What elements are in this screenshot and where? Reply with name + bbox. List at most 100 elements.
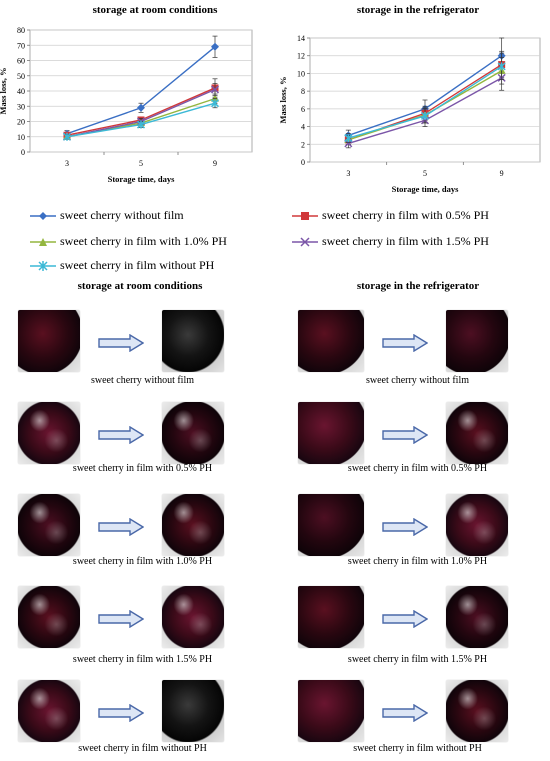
cherry-photo-after bbox=[162, 402, 224, 464]
photo-caption: sweet cherry in film with 1.0% PH bbox=[72, 556, 213, 567]
data-point bbox=[420, 111, 430, 120]
legend-item-ph05: sweet cherry in film with 0.5% PH bbox=[292, 208, 489, 223]
y-tick-label: 0 bbox=[21, 148, 25, 157]
arrow-right-icon bbox=[98, 610, 144, 628]
photo-caption: sweet cherry in film with 1.5% PH bbox=[347, 654, 488, 665]
arrow-right-icon bbox=[98, 334, 144, 352]
series-path bbox=[66, 88, 216, 138]
series-line bbox=[62, 98, 220, 141]
y-tick-label: 0 bbox=[301, 158, 305, 167]
y-tick-label: 20 bbox=[17, 118, 25, 127]
cherry-photo-after bbox=[446, 402, 508, 464]
y-tick-label: 40 bbox=[17, 87, 25, 96]
photo-caption: sweet cherry without film bbox=[365, 375, 470, 386]
legend-label: sweet cherry in film with 1.0% PH bbox=[60, 234, 227, 248]
series-line bbox=[344, 52, 506, 143]
x-tick-label: 9 bbox=[213, 159, 217, 168]
y-tick-label: 2 bbox=[301, 140, 305, 149]
y-tick-label: 30 bbox=[17, 102, 25, 111]
series-line bbox=[344, 50, 506, 145]
arrow-right-icon bbox=[382, 704, 428, 722]
cherry-photo-after bbox=[162, 586, 224, 648]
cherry-photo-before bbox=[298, 680, 364, 742]
legend-label: sweet cherry without film bbox=[60, 208, 184, 222]
arrow-right-icon bbox=[382, 610, 428, 628]
data-point bbox=[62, 132, 72, 141]
x-tick-label: 5 bbox=[423, 169, 427, 178]
y-axis-label: Mass loss, % bbox=[278, 77, 288, 124]
y-tick-label: 6 bbox=[301, 105, 305, 114]
photo-section-title-refrigerator: storage in the refrigerator bbox=[356, 280, 480, 292]
photo-caption: sweet cherry in film without PH bbox=[353, 743, 482, 754]
cherry-photo-after bbox=[446, 586, 508, 648]
arrow-right-icon bbox=[98, 704, 144, 722]
y-tick-label: 60 bbox=[17, 57, 25, 66]
legend-item-without-ph: sweet cherry in film without PH bbox=[30, 258, 214, 273]
y-tick-label: 8 bbox=[301, 87, 305, 96]
cherry-photo-before bbox=[18, 402, 80, 464]
data-point bbox=[210, 85, 220, 94]
y-tick-label: 50 bbox=[17, 72, 25, 81]
legend-label: sweet cherry in film without PH bbox=[60, 258, 215, 272]
y-tick-label: 10 bbox=[17, 133, 25, 142]
legend-item-ph10: sweet cherry in film with 1.0% PH bbox=[30, 234, 227, 249]
y-tick-label: 10 bbox=[297, 69, 305, 78]
data-point bbox=[137, 103, 145, 112]
cherry-photo-after bbox=[162, 494, 224, 556]
chart-refrigerator: 0 2 4 6 8 10 12 14 3 5 9 Storage time, days Mass los… bbox=[278, 34, 541, 194]
chart-title-room: storage at room conditions bbox=[92, 4, 218, 16]
legend-marker-diamond-icon bbox=[30, 211, 56, 220]
cherry-photo-before bbox=[298, 586, 364, 648]
photo-caption: sweet cherry in film with 0.5% PH bbox=[72, 463, 213, 474]
y-tick-label: 14 bbox=[297, 34, 305, 43]
photo-caption: sweet cherry in film with 1.0% PH bbox=[347, 556, 488, 567]
cherry-photo-before bbox=[298, 494, 364, 556]
cherry-photo-before bbox=[298, 310, 364, 372]
photo-caption: sweet cherry in film with 1.5% PH bbox=[72, 654, 213, 665]
x-axis-label: Storage time, days bbox=[392, 184, 460, 194]
arrow-right-icon bbox=[382, 334, 428, 352]
cherry-photo-before bbox=[18, 494, 80, 556]
legend-marker-triangle-icon bbox=[30, 237, 56, 246]
legend-marker-x-icon bbox=[292, 236, 318, 247]
cherry-photo-after bbox=[446, 680, 508, 742]
cherry-photo-before bbox=[298, 402, 364, 464]
x-tick-label: 5 bbox=[139, 159, 143, 168]
x-axis-label: Storage time, days bbox=[108, 174, 176, 184]
y-axis-label: Mass loss, % bbox=[0, 68, 8, 115]
y-tick-label: 4 bbox=[301, 123, 305, 132]
arrow-right-icon bbox=[98, 426, 144, 444]
cherry-photo-after bbox=[162, 310, 224, 372]
cherry-photo-after bbox=[162, 680, 224, 742]
chart-room-conditions: 0 10 20 30 40 50 60 70 80 3 5 9 Storage time, days Ma… bbox=[0, 26, 253, 184]
arrow-right-icon bbox=[382, 426, 428, 444]
legend-marker-star-icon bbox=[30, 260, 56, 271]
y-tick-label: 80 bbox=[17, 26, 25, 35]
y-tick-label: 70 bbox=[17, 41, 25, 50]
legend-item-ph15: sweet cherry in film with 1.5% PH bbox=[292, 234, 489, 249]
legend-item-without-film: sweet cherry without film bbox=[30, 208, 184, 223]
chart-title-refrigerator: storage in the refrigerator bbox=[356, 4, 480, 16]
legend-label: sweet cherry in film with 1.5% PH bbox=[322, 234, 489, 248]
data-point bbox=[344, 134, 353, 143]
data-point bbox=[211, 94, 219, 102]
data-point bbox=[211, 42, 219, 51]
cherry-photo-after bbox=[446, 310, 508, 372]
data-point bbox=[210, 99, 220, 108]
cherry-photo-before bbox=[18, 586, 80, 648]
photo-caption: sweet cherry in film without PH bbox=[78, 743, 207, 754]
arrow-right-icon bbox=[382, 518, 428, 536]
legend-label: sweet cherry in film with 0.5% PH bbox=[322, 208, 489, 222]
cherry-photo-after bbox=[446, 494, 508, 556]
photo-section-title-room: storage at room conditions bbox=[77, 280, 203, 292]
cherry-photo-before bbox=[18, 310, 80, 372]
photo-caption: sweet cherry in film with 0.5% PH bbox=[347, 463, 488, 474]
x-tick-label: 3 bbox=[65, 159, 69, 168]
y-tick-label: 12 bbox=[297, 52, 305, 61]
cherry-photo-before bbox=[18, 680, 80, 742]
data-point bbox=[136, 120, 146, 129]
photo-caption: sweet cherry without film bbox=[90, 375, 195, 386]
legend-marker-square-icon bbox=[292, 211, 318, 220]
x-tick-label: 9 bbox=[500, 169, 504, 178]
arrow-right-icon bbox=[98, 518, 144, 536]
